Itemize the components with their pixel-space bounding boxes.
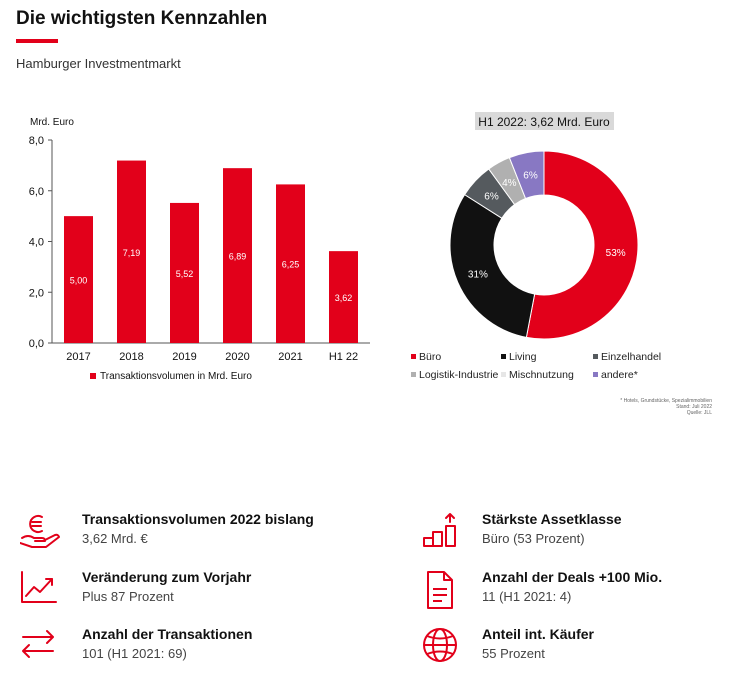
bar-x-labels: 2017 2018 2019 2020 2021 H1 22 bbox=[66, 351, 358, 363]
bar-marks: 5,00 7,19 5,52 6,89 6,25 3,62 bbox=[64, 160, 358, 343]
bar-value-label: 6,25 bbox=[282, 260, 300, 270]
bar-y-ticks: 0,0 2,0 4,0 6,0 8,0 bbox=[29, 135, 52, 350]
donut-footnote: * Hotels, Grundstücke, Spezialimmobilien… bbox=[620, 398, 712, 416]
x-tick-label: 2020 bbox=[225, 351, 249, 363]
bar-axes bbox=[51, 140, 370, 344]
legend-label-transaktionsvolumen: Transaktionsvolumen in Mrd. Euro bbox=[100, 371, 252, 382]
bar bbox=[223, 168, 252, 343]
legend-swatch-transaktionsvolumen bbox=[90, 373, 96, 379]
y-tick-label: 4,0 bbox=[29, 237, 44, 249]
kpi-label: Veränderung zum Vorjahr bbox=[82, 569, 252, 585]
donut-legend-swatch bbox=[593, 372, 598, 377]
donut-legend-swatch bbox=[501, 372, 506, 377]
kpi-value: Plus 87 Prozent bbox=[82, 589, 174, 604]
bar-value-label: 5,00 bbox=[70, 276, 88, 286]
donut-slice-label: 53% bbox=[606, 248, 626, 259]
donut-slice bbox=[508, 150, 545, 200]
donut-legend-label: Einzelhandel bbox=[601, 351, 661, 363]
donut-slice-label: 6% bbox=[484, 192, 499, 203]
kpi-label: Transaktionsvolumen 2022 bislang bbox=[82, 511, 314, 527]
bar-value-label: 6,89 bbox=[229, 252, 247, 262]
line-chart-icon bbox=[21, 571, 57, 603]
donut-slice-labels: 53%31%6%4%6% bbox=[468, 170, 626, 280]
bar-value-label: 5,52 bbox=[176, 269, 194, 279]
donut-footnote-line: Quelle: JLL bbox=[687, 410, 713, 416]
kpi-value: Büro (53 Prozent) bbox=[482, 531, 585, 546]
x-tick-label: H1 22 bbox=[329, 351, 358, 363]
donut-title: H1 2022: 3,62 Mrd. Euro bbox=[478, 115, 610, 129]
document-icon bbox=[427, 571, 453, 609]
donut-legend-label: Logistik-Industrie bbox=[419, 369, 499, 381]
donut-legend-swatch bbox=[593, 354, 598, 359]
donut-legend-swatch bbox=[411, 354, 416, 359]
donut-slice bbox=[449, 193, 536, 338]
globe-icon bbox=[423, 628, 457, 662]
donut-legend-label: Büro bbox=[419, 351, 441, 363]
donut-footnote-line: Stand: Juli 2022 bbox=[676, 404, 712, 410]
donut-slice-label: 4% bbox=[502, 178, 517, 189]
kpi-value: 3,62 Mrd. € bbox=[82, 531, 148, 546]
kpi-label: Stärkste Assetklasse bbox=[482, 511, 622, 527]
title-accent-bar bbox=[16, 39, 58, 43]
y-tick-label: 2,0 bbox=[29, 287, 44, 299]
kpi-value: 55 Prozent bbox=[482, 646, 545, 661]
y-axis-label: Mrd. Euro bbox=[30, 117, 74, 128]
donut-slice bbox=[525, 150, 639, 340]
donut-legend-label: andere* bbox=[601, 369, 638, 381]
donut-legend-swatch bbox=[411, 372, 416, 377]
donut-chart: H1 2022: 3,62 Mrd. Euro 53%31%6%4%6% Bür… bbox=[411, 112, 712, 416]
page-title: Die wichtigsten Kennzahlen bbox=[16, 8, 268, 29]
donut-slice-label: 31% bbox=[468, 270, 488, 281]
y-tick-label: 6,0 bbox=[29, 186, 44, 198]
kpi-label: Anzahl der Transaktionen bbox=[82, 626, 253, 642]
donut-legend-label: Mischnutzung bbox=[509, 369, 574, 381]
y-tick-label: 8,0 bbox=[29, 135, 44, 147]
kpi-label: Anteil int. Käufer bbox=[482, 626, 595, 642]
bar bbox=[276, 184, 305, 343]
bar-chart-icon bbox=[423, 513, 456, 547]
euro-hand-icon bbox=[20, 515, 60, 548]
bar-value-label: 3,62 bbox=[335, 293, 353, 303]
donut-slice-label: 6% bbox=[523, 170, 538, 181]
exchange-arrows-icon bbox=[22, 630, 54, 658]
kpi-value: 11 (H1 2021: 4) bbox=[482, 589, 572, 604]
x-tick-label: 2021 bbox=[278, 351, 302, 363]
bar-value-label: 7,19 bbox=[123, 248, 141, 258]
donut-footnote-line: * Hotels, Grundstücke, Spezialimmobilien bbox=[620, 398, 712, 404]
donut-legend: Büro Living Einzelhandel Logistik-Industrie… bbox=[411, 351, 661, 381]
x-tick-label: 2018 bbox=[119, 351, 143, 363]
donut-title-box bbox=[475, 112, 614, 130]
bar-chart: Mrd. Euro 0,0 2,0 4,0 6,0 8,0 5,00 7,19 5,52 6,… bbox=[29, 117, 370, 382]
kpi-label: Anzahl der Deals +100 Mio. bbox=[482, 569, 663, 585]
donut-slices bbox=[449, 150, 639, 340]
page-subtitle: Hamburger Investmentmarkt bbox=[16, 56, 181, 71]
x-tick-label: 2017 bbox=[66, 351, 90, 363]
bar bbox=[117, 160, 146, 343]
bar bbox=[64, 216, 93, 343]
y-tick-label: 0,0 bbox=[29, 338, 44, 350]
kpi-value: 101 (H1 2021: 69) bbox=[82, 646, 187, 661]
donut-legend-swatch bbox=[501, 354, 506, 359]
x-tick-label: 2019 bbox=[172, 351, 196, 363]
bar bbox=[329, 251, 358, 343]
bar-legend: Transaktionsvolumen in Mrd. Euro bbox=[90, 371, 252, 382]
donut-legend-label: Living bbox=[509, 351, 537, 363]
bar bbox=[170, 202, 199, 343]
